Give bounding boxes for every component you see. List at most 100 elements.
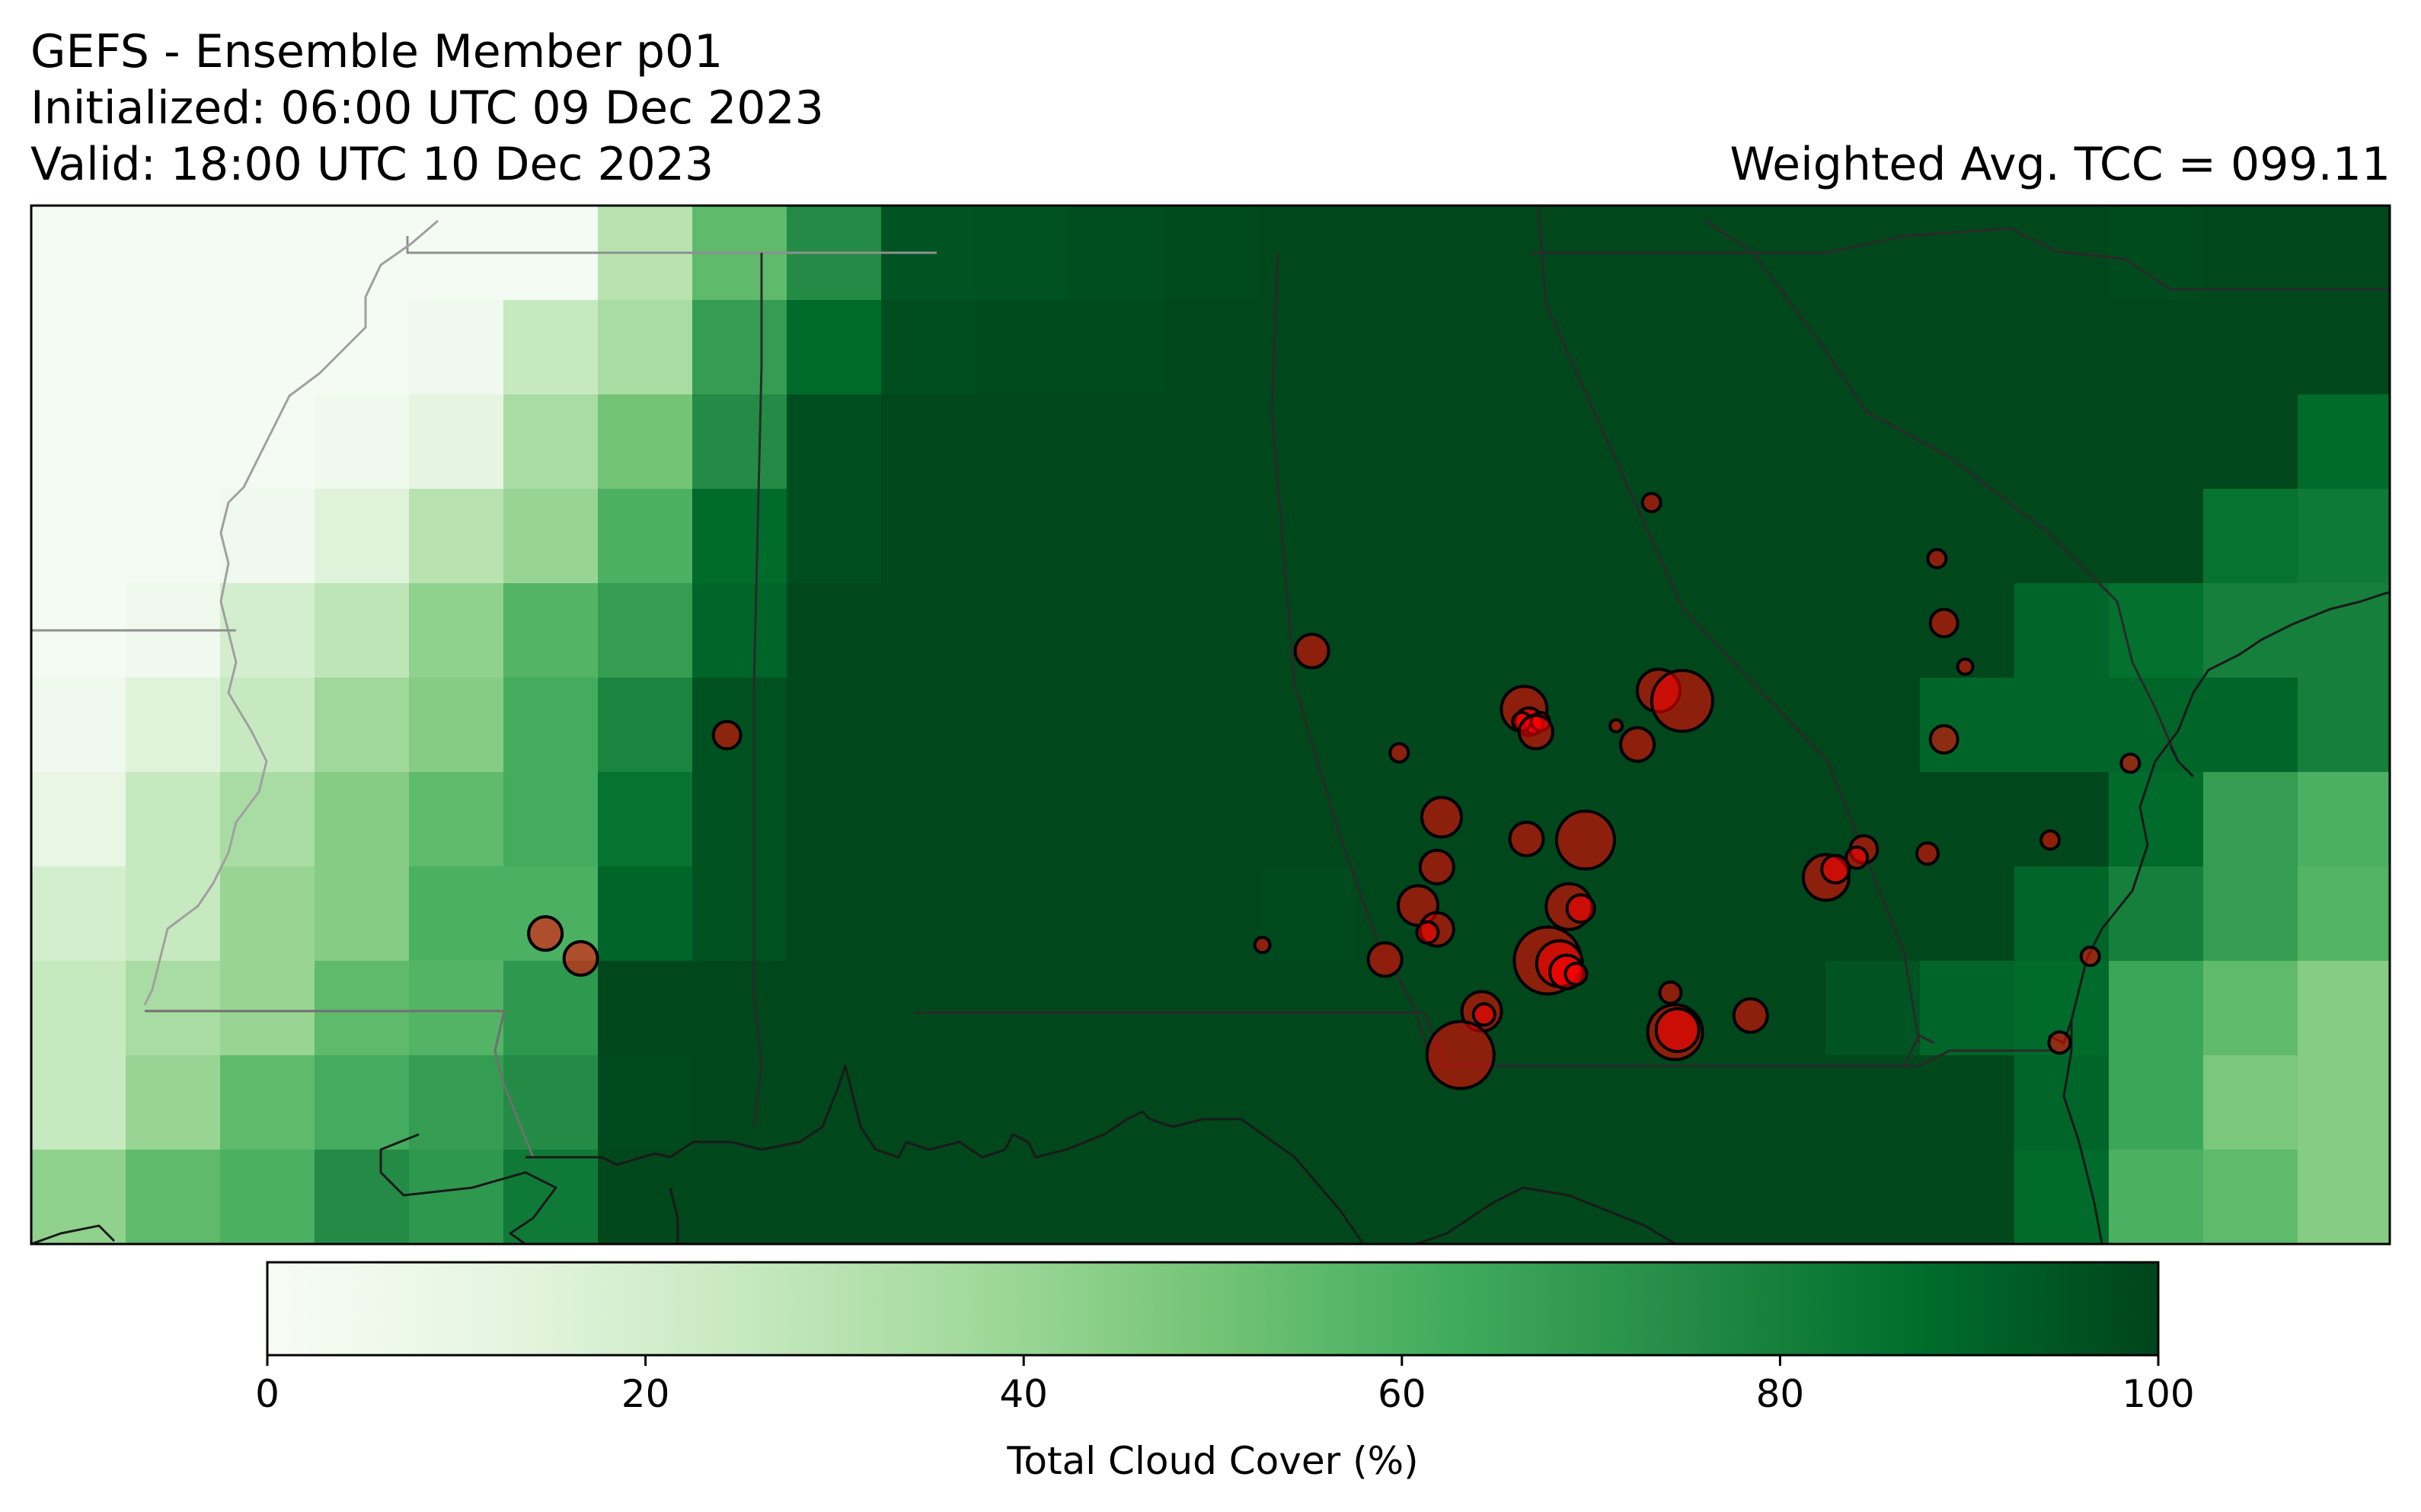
grid-cell: [787, 394, 882, 490]
grid-cell: [1920, 678, 2015, 773]
observation-marker: [1844, 845, 1870, 870]
grid-cell: [2203, 1150, 2298, 1244]
grid-cell: [1259, 206, 1354, 301]
grid-cell: [2298, 678, 2390, 773]
grid-cell: [315, 300, 410, 395]
grid-cell: [1164, 206, 1260, 301]
grid-cell: [2014, 489, 2110, 584]
grid-cell: [1920, 206, 2015, 301]
grid-cell: [2203, 206, 2298, 301]
grid-cell: [2203, 961, 2298, 1056]
grid-cell: [503, 1055, 599, 1150]
grid-cell: [976, 678, 1071, 773]
grid-cell: [881, 394, 976, 490]
grid-cell: [409, 394, 504, 490]
grid-cell: [1920, 489, 2015, 584]
grid-cell: [1353, 489, 1448, 584]
grid-cell: [1164, 1150, 1260, 1244]
grid-cell: [1070, 772, 1165, 867]
grid-cell: [692, 300, 787, 395]
grid-cell: [976, 961, 1071, 1056]
grid-cell: [1825, 394, 1921, 490]
grid-cell: [1825, 300, 1921, 395]
grid-cell: [220, 206, 315, 301]
grid-cell: [1070, 1055, 1165, 1150]
grid-cell: [1731, 583, 1826, 678]
grid-cell: [503, 1150, 599, 1244]
border-florida-line: [1439, 1034, 1935, 1067]
grid-cell: [126, 866, 221, 962]
map-panel: [31, 206, 2390, 1244]
grid-cell: [1637, 866, 1732, 962]
grid-cell: [503, 772, 599, 867]
grid-cell: [1825, 1150, 1921, 1244]
grid-cell: [598, 394, 693, 490]
grid-cell: [315, 678, 410, 773]
grid-cell: [315, 1150, 410, 1244]
grid-cell: [2014, 583, 2110, 678]
grid-cell: [2109, 961, 2204, 1056]
observation-marker: [562, 939, 599, 977]
grid-cell: [409, 1150, 504, 1244]
grid-cell: [220, 394, 315, 490]
grid-cell: [692, 1150, 787, 1244]
grid-cell: [1920, 866, 2015, 962]
border-alabama-west: [1270, 252, 1433, 1067]
grid-cell: [2203, 1055, 2298, 1150]
grid-cell: [1259, 961, 1354, 1056]
grid-cell: [1731, 1150, 1826, 1244]
grid-cell: [2298, 772, 2390, 867]
grid-cell: [1825, 206, 1921, 301]
grid-cell: [881, 961, 976, 1056]
colorbar: [266, 1261, 2160, 1357]
observation-marker: [1650, 668, 1714, 733]
observation-marker: [1926, 547, 1948, 569]
grid-cell: [1637, 394, 1732, 490]
grid-cell: [1542, 1055, 1637, 1150]
grid-cell: [1164, 772, 1260, 867]
observation-marker: [1425, 1019, 1496, 1090]
grid-cell: [126, 300, 221, 395]
grid-cell: [1353, 583, 1448, 678]
grid-cell: [2298, 961, 2390, 1056]
grid-cell: [503, 300, 599, 395]
border-north-upper: [406, 236, 937, 254]
grid-cell: [315, 206, 410, 301]
observation-marker: [1608, 718, 1624, 734]
grid-cell: [1353, 300, 1448, 395]
grid-cell: [2298, 1055, 2390, 1150]
grid-cell: [1542, 300, 1637, 395]
grid-cell: [1070, 394, 1165, 490]
grid-cell: [1259, 1150, 1354, 1244]
grid-cell: [1731, 394, 1826, 490]
grid-cell: [31, 866, 126, 962]
grid-cell: [976, 1150, 1071, 1244]
colorbar-tick-label: 60: [1378, 1372, 1426, 1416]
grid-cell: [1448, 583, 1543, 678]
grid-cell: [220, 866, 315, 962]
grid-cell: [31, 678, 126, 773]
grid-cell: [1070, 489, 1165, 584]
colorbar-tick-label: 40: [999, 1372, 1048, 1416]
grid-cell: [1731, 489, 1826, 584]
grid-cell: [315, 961, 410, 1056]
grid-cell: [409, 772, 504, 867]
grid-cell: [220, 1055, 315, 1150]
grid-cell: [315, 489, 410, 584]
grid-cell: [2109, 866, 2204, 962]
grid-cell: [31, 1055, 126, 1150]
observation-marker: [527, 915, 564, 952]
grid-cell: [220, 772, 315, 867]
grid-cell: [692, 866, 787, 962]
grid-cell: [503, 583, 599, 678]
grid-cell: [315, 1055, 410, 1150]
grid-cell: [2109, 489, 2204, 584]
observation-marker: [1554, 809, 1616, 871]
observation-marker: [1517, 713, 1554, 751]
grid-cell: [1070, 583, 1165, 678]
title-line-3: Valid: 18:00 UTC 10 Dec 2023: [30, 138, 714, 191]
grid-cell: [2203, 772, 2298, 867]
grid-cell: [1825, 678, 1921, 773]
grid-cell: [1920, 961, 2015, 1056]
